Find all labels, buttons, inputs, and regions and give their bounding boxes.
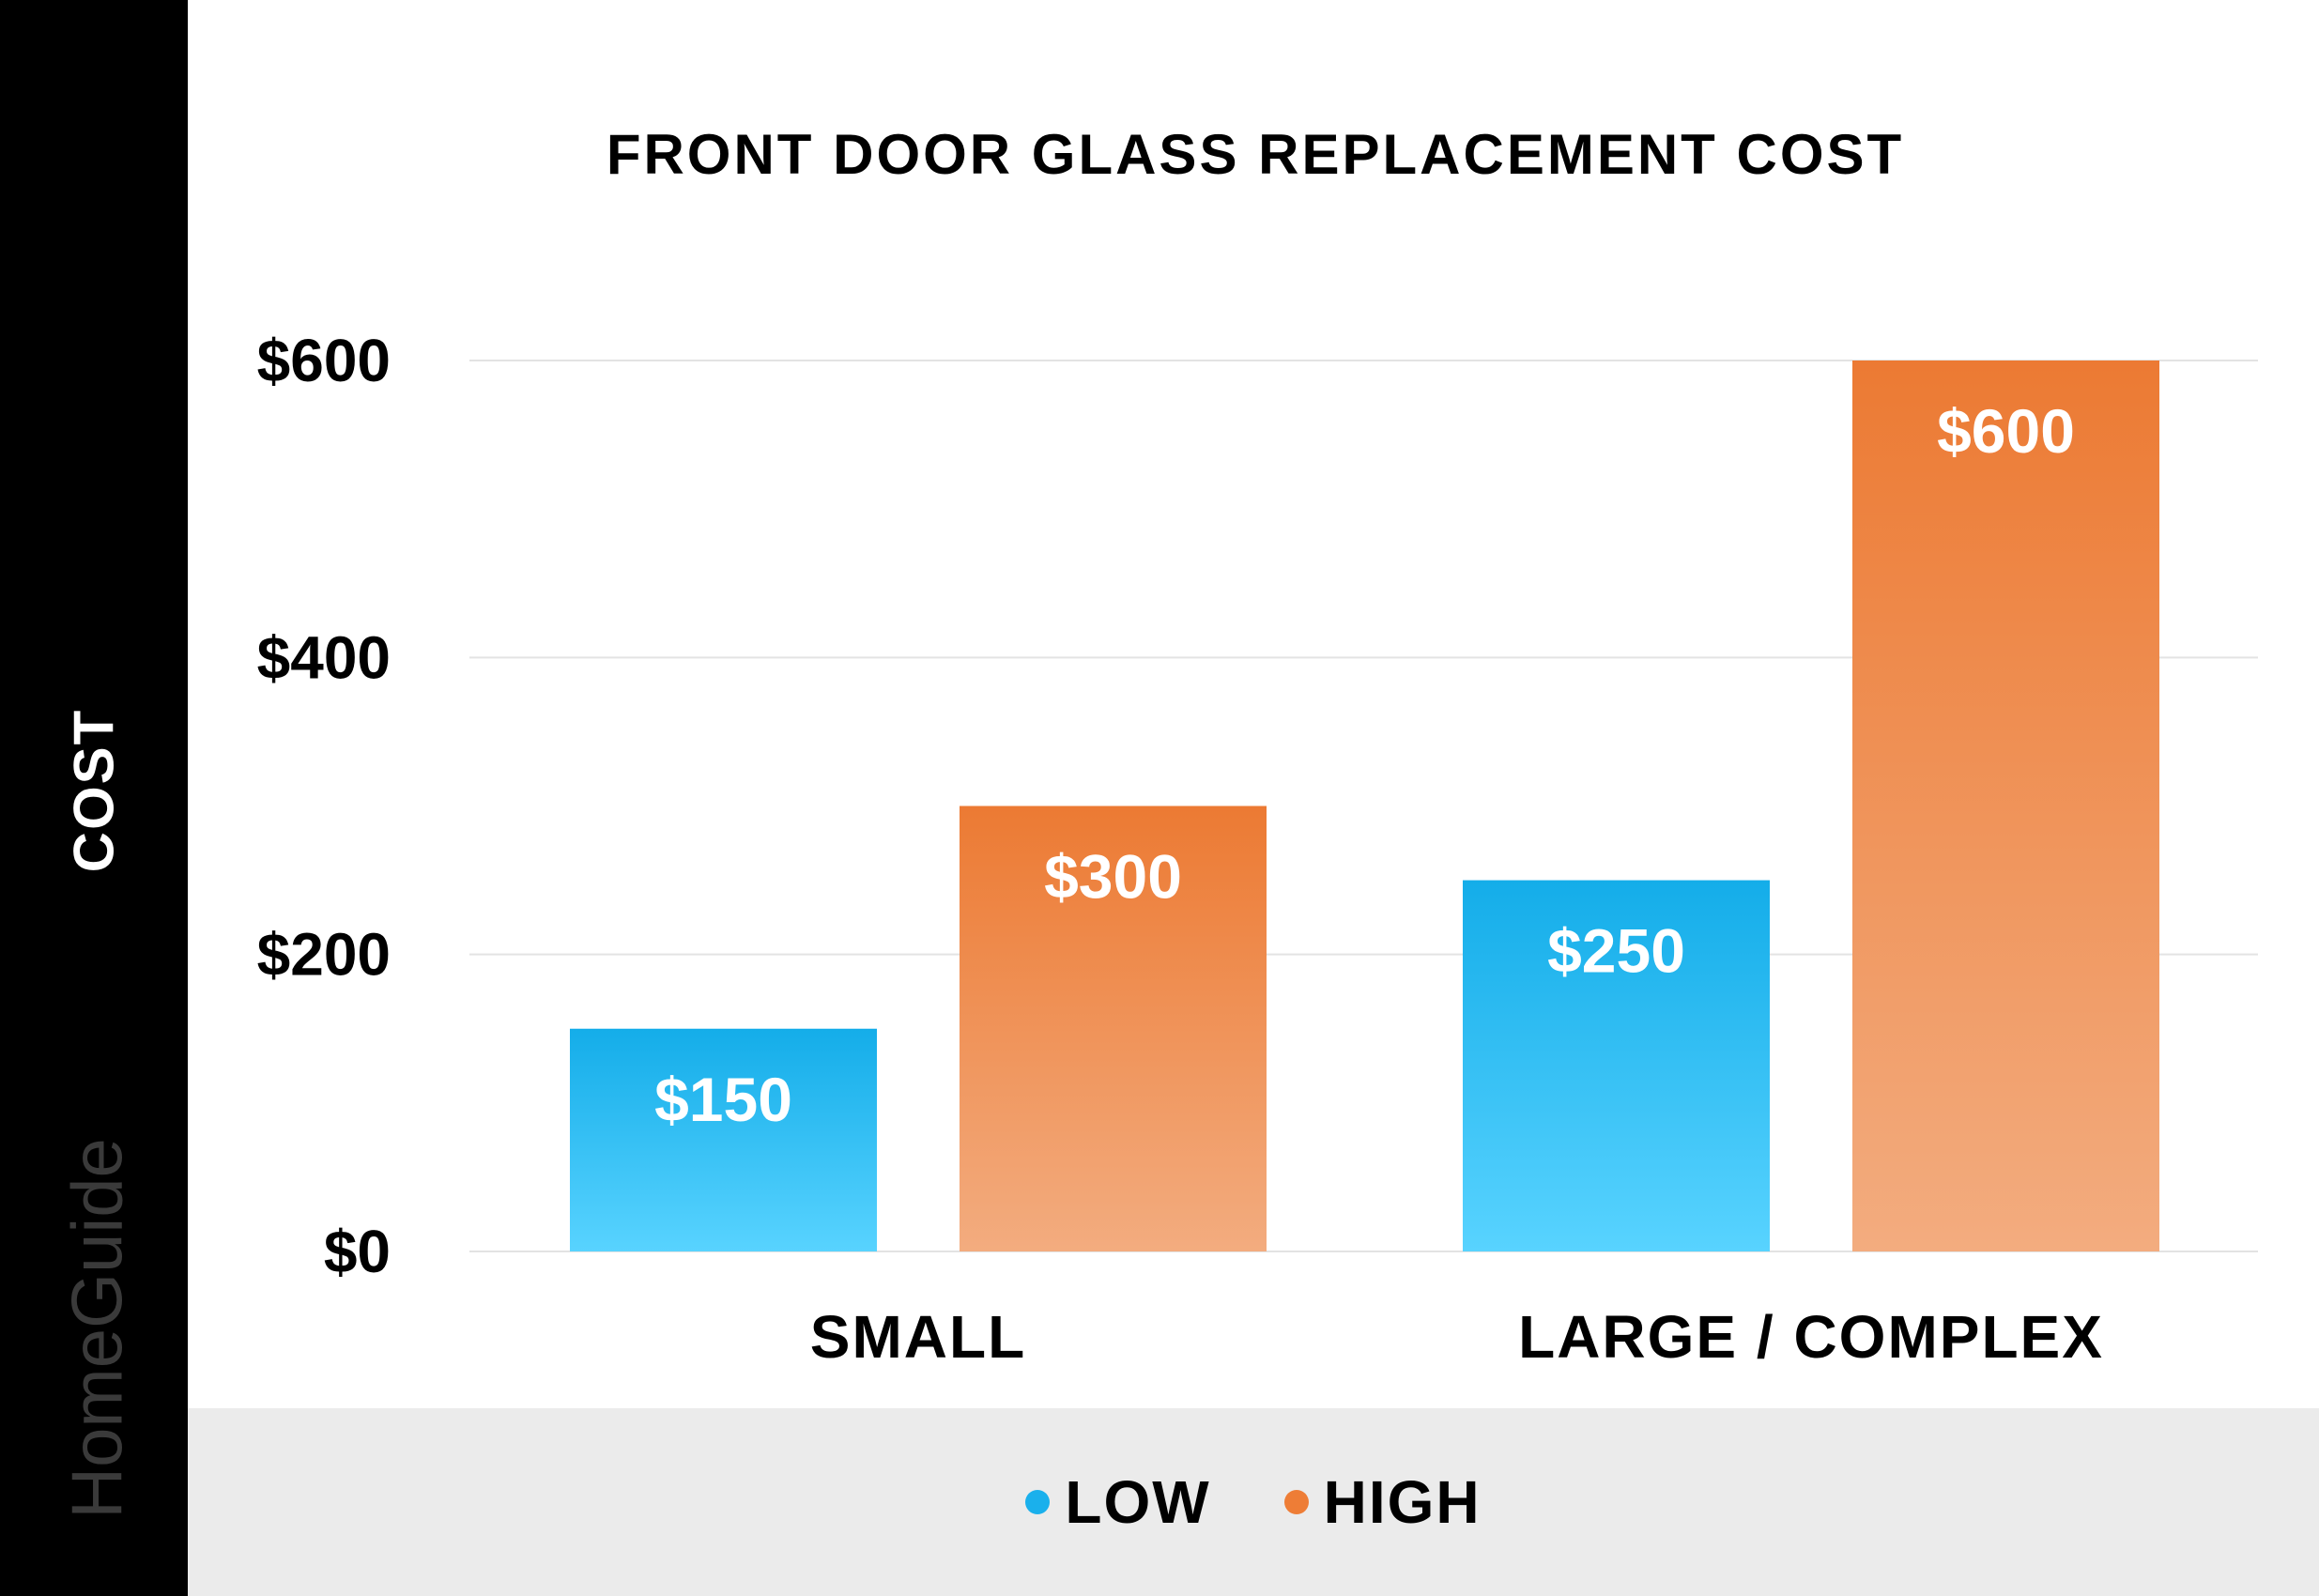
bar-low-large-complex <box>1463 880 1770 1251</box>
data-label: $300 <box>1044 842 1182 912</box>
legend-label: LOW <box>1065 1468 1211 1536</box>
legend-label: HIGH <box>1323 1468 1482 1536</box>
data-label: $600 <box>1937 396 2075 466</box>
x-category-label: SMALL <box>810 1303 1026 1371</box>
bar-high-large-complex <box>1852 361 2159 1251</box>
y-tick-label: $0 <box>324 1218 391 1285</box>
legend: LOW HIGH <box>188 1408 2319 1596</box>
bar-low-small <box>570 1028 877 1251</box>
y-tick-label: $400 <box>257 623 391 691</box>
x-category-label: LARGE / COMPLEX <box>1518 1303 2104 1371</box>
y-tick-label: $600 <box>257 327 391 394</box>
data-label: $150 <box>654 1065 792 1134</box>
data-labels: $150 $300 $250 $600 <box>654 396 2075 1134</box>
data-label: $250 <box>1547 916 1685 986</box>
legend-item-high: HIGH <box>1283 1467 1482 1537</box>
legend-band: LOW HIGH <box>188 1408 2319 1596</box>
legend-swatch <box>1283 1490 1309 1514</box>
y-tick-label: $200 <box>257 921 391 989</box>
legend-swatch <box>1025 1490 1051 1514</box>
bars <box>570 361 2159 1251</box>
y-axis-band: COST HomeGuide <box>0 0 188 1596</box>
y-axis-ticks: $0 $200 $400 $600 <box>257 327 391 1285</box>
legend-item-low: LOW <box>1025 1467 1210 1537</box>
chart-title: FRONT DOOR GLASS REPLACEMENT COST <box>607 123 1904 186</box>
x-axis-categories: SMALL LARGE / COMPLEX <box>810 1303 2104 1371</box>
bar-high-small <box>960 806 1267 1251</box>
